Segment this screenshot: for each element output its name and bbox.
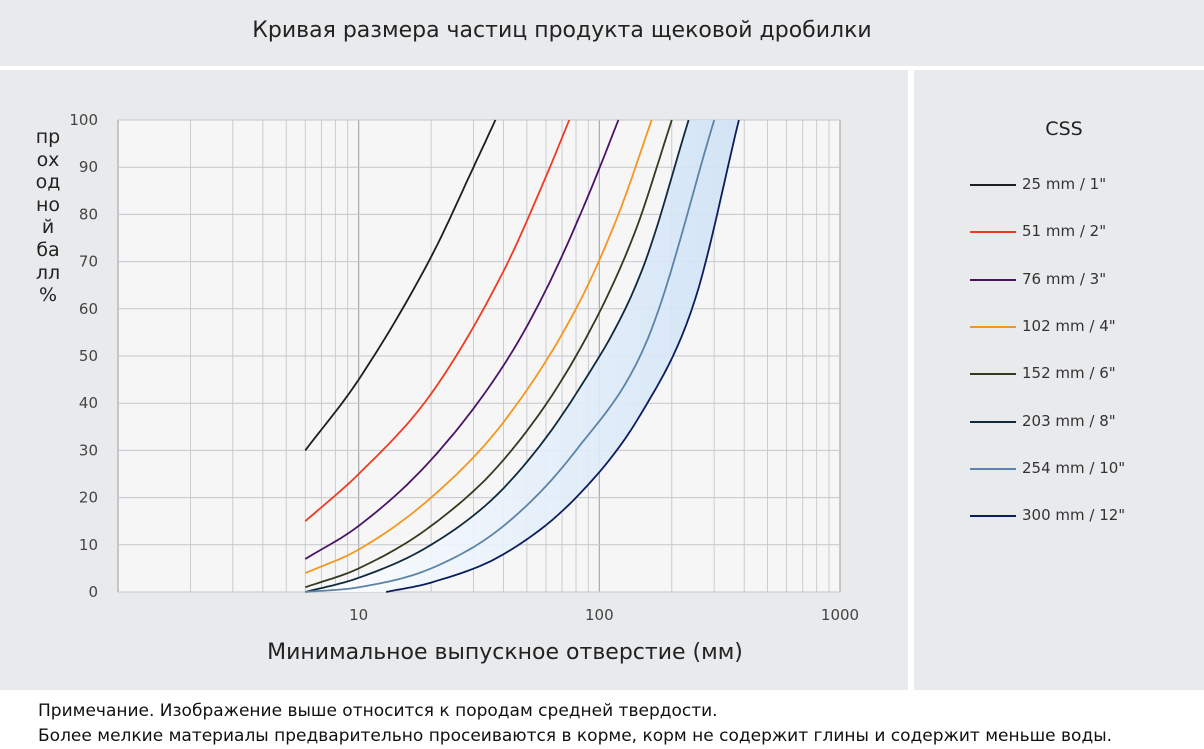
series-line-1	[304, 119, 497, 451]
shaded-band	[305, 120, 739, 592]
y-tick-labels: 0 10 20 30 40 50 60 70 80 90 100	[69, 111, 98, 601]
legend-label: 25 mm / 1"	[1022, 175, 1107, 193]
x-tick-labels: 10 100 1000	[349, 606, 859, 624]
y-tick-label: 40	[79, 394, 98, 412]
y-tick-label: 80	[79, 205, 98, 223]
title-bar	[0, 0, 1204, 66]
legend-swatch	[970, 325, 1016, 328]
legend-title: CSS	[1045, 118, 1083, 140]
legend-swatch	[970, 184, 1016, 186]
series-line-6	[305, 119, 690, 593]
legend-label: 203 mm / 8"	[1022, 411, 1116, 430]
y-tick-label: 30	[79, 441, 98, 459]
y-tick-label: 20	[79, 489, 98, 507]
legend-label: 300 mm / 12"	[1022, 506, 1126, 525]
y-gridlines	[118, 119, 840, 593]
series-line-8	[385, 119, 740, 593]
y-tick-label: 100	[69, 111, 98, 129]
y-tick-label: 90	[79, 158, 98, 176]
legend-label: 51 mm / 2"	[1022, 222, 1107, 241]
legend-swatch	[970, 420, 1016, 423]
x-tick-label: 1000	[821, 606, 859, 624]
series-line-3	[304, 119, 620, 560]
legend-swatch	[970, 231, 1016, 234]
legend-swatch	[970, 515, 1016, 518]
note-line-2: Более мелкие материалы предварительно пр…	[38, 726, 1113, 746]
legend-swatch	[970, 373, 1016, 376]
y-tick-label: 70	[79, 253, 98, 271]
legend-label: 76 mm / 3"	[1022, 269, 1107, 288]
legend-panel	[914, 70, 1204, 690]
x-tick-label: 10	[349, 606, 368, 624]
legend-label: 102 mm / 4"	[1022, 316, 1116, 335]
series-line-2	[304, 119, 571, 522]
series-lines	[304, 119, 740, 593]
legend-label: 254 mm / 10"	[1022, 458, 1126, 477]
series-line-5	[304, 119, 673, 589]
y-tick-label: 50	[79, 347, 98, 365]
note-line-1: Примечание. Изображение выше относится к…	[38, 701, 718, 721]
legend-swatch	[970, 467, 1016, 470]
series-line-7	[305, 119, 716, 593]
legend-swatch	[970, 278, 1016, 281]
y-tick-label: 10	[79, 536, 98, 554]
y-tick-label: 0	[88, 583, 98, 601]
chart-title: Кривая размера частиц продукта щековой д…	[252, 18, 872, 43]
y-tick-label: 60	[79, 300, 98, 318]
y-axis-label: проходной балл %	[35, 126, 61, 307]
x-axis-label: Минимальное выпускное отверстие (мм)	[267, 640, 743, 665]
x-tick-label: 100	[585, 606, 614, 624]
legend-label: 152 mm / 6"	[1022, 364, 1116, 383]
series-line-4	[304, 119, 653, 574]
